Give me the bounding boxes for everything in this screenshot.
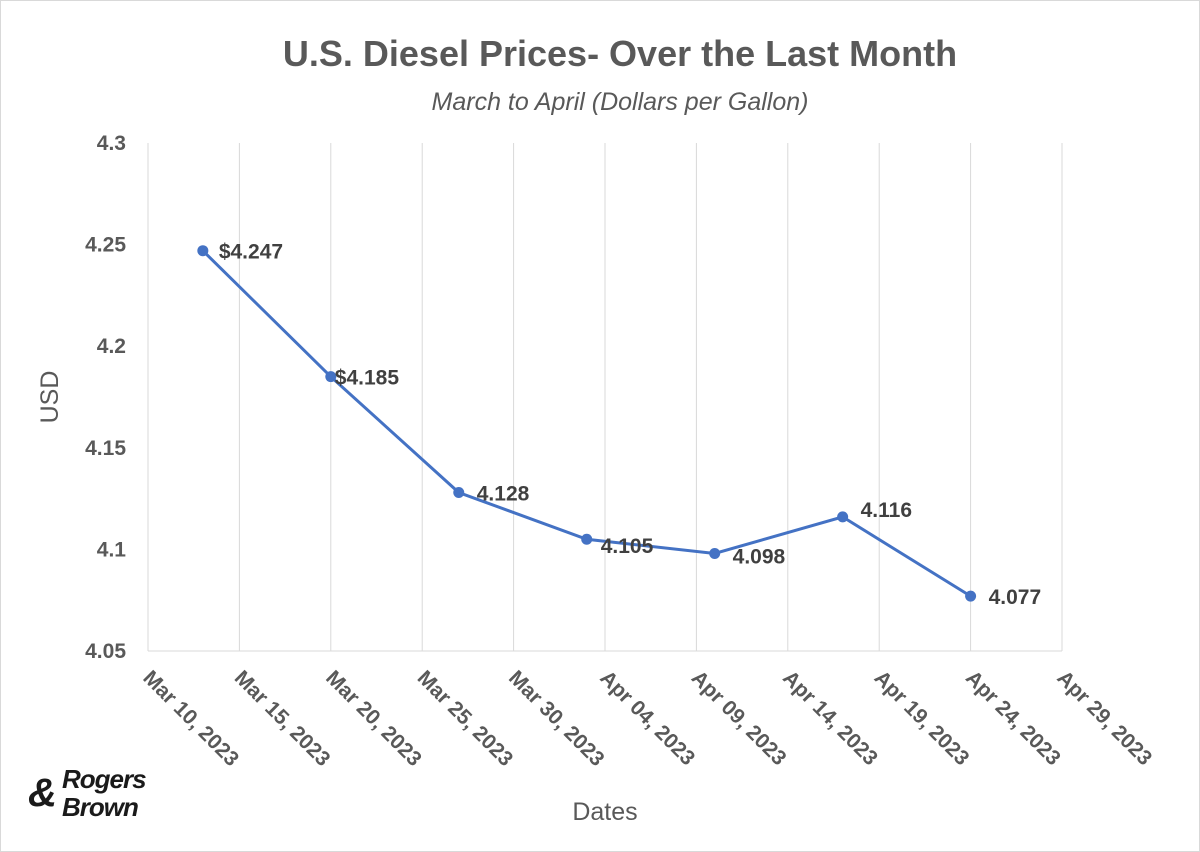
data-label: 4.116 (861, 499, 912, 522)
chart-title: U.S. Diesel Prices- Over the Last Month (283, 33, 957, 74)
data-point (709, 547, 721, 559)
y-tick-label: 4.05 (85, 640, 126, 663)
y-tick-label: 4.3 (97, 132, 126, 155)
y-tick-label: 4.25 (85, 234, 126, 257)
x-tick-label: Apr 29, 2023 (1052, 666, 1156, 770)
x-tick-label: Apr 04, 2023 (595, 666, 699, 770)
x-tick-label: Apr 24, 2023 (961, 666, 1065, 770)
x-tick-label: Apr 09, 2023 (687, 666, 791, 770)
logo-line2: Brown (62, 792, 138, 822)
data-point (325, 371, 337, 383)
logo-ampersand: & (28, 771, 57, 815)
data-point (581, 533, 593, 545)
x-tick-label: Mar 15, 2023 (230, 666, 335, 771)
data-label: 4.105 (601, 535, 654, 558)
y-tick-label: 4.2 (97, 335, 126, 358)
x-tick-label: Apr 14, 2023 (778, 666, 882, 770)
x-axis-label: Dates (572, 798, 637, 826)
data-point (837, 511, 849, 523)
x-tick-label: Mar 30, 2023 (504, 666, 609, 771)
x-tick-label: Mar 25, 2023 (413, 666, 518, 771)
data-label: 4.128 (477, 483, 530, 506)
logo-line1: Rogers (62, 764, 146, 794)
chart-subtitle: March to April (Dollars per Gallon) (432, 88, 809, 116)
y-tick-label: 4.1 (97, 538, 127, 561)
x-tick-label: Mar 10, 2023 (138, 666, 243, 771)
data-point (197, 245, 209, 257)
y-axis-label: USD (36, 371, 64, 424)
rogers-brown-logo: & Rogers Brown (28, 764, 147, 822)
data-label: 4.098 (733, 545, 786, 568)
y-tick-label: 4.15 (85, 437, 126, 460)
x-tick-label: Mar 20, 2023 (321, 666, 426, 771)
data-point (453, 487, 465, 499)
x-tick-label: Apr 19, 2023 (870, 666, 974, 770)
data-label: 4.077 (989, 586, 1042, 609)
data-label: $4.247 (219, 241, 283, 264)
data-point (965, 590, 977, 602)
data-label: $4.185 (335, 367, 400, 390)
